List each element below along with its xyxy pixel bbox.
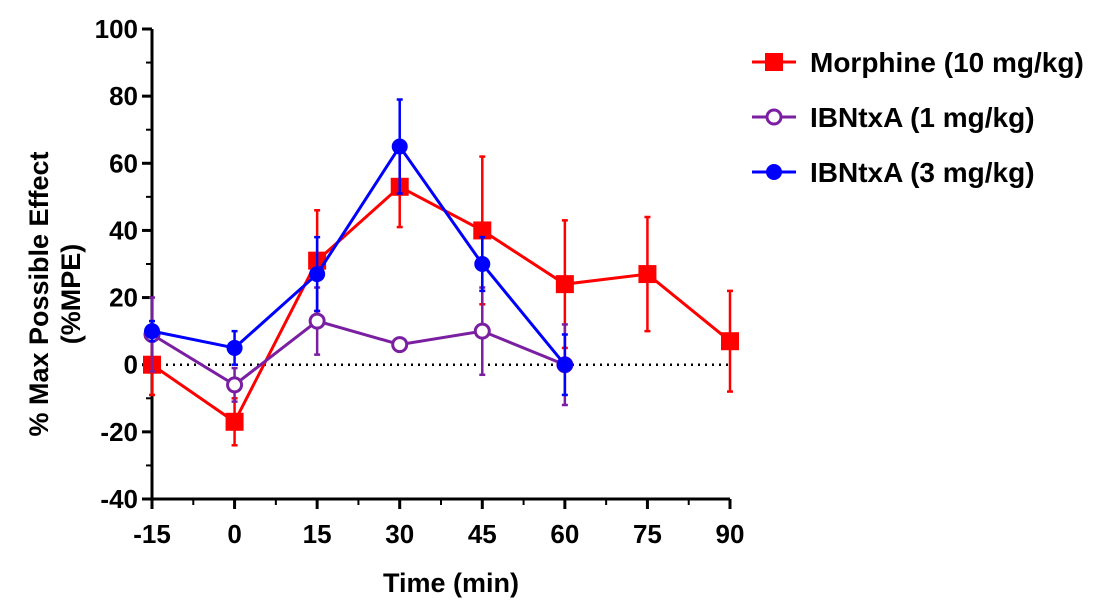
- legend-label: IBNtxA (3 mg/kg): [810, 157, 1035, 188]
- legend-label: IBNtxA (1 mg/kg): [810, 102, 1035, 133]
- legend-marker: [765, 53, 783, 71]
- legend: Morphine (10 mg/kg) IBNtxA (1 mg/kg) IBNtx…: [752, 47, 1084, 188]
- legend-item-2: IBNtxA (3 mg/kg): [752, 157, 1035, 188]
- y-tick-label: -20: [100, 417, 138, 447]
- x-tick-label: -15: [133, 519, 171, 549]
- y-tick-label: -40: [100, 484, 138, 514]
- legend-item-1: IBNtxA (1 mg/kg): [752, 102, 1035, 133]
- series-2: [144, 98, 573, 397]
- data-point: [473, 322, 491, 340]
- data-point: [555, 275, 574, 294]
- x-tick-label: 45: [468, 519, 497, 549]
- data-point: [308, 312, 326, 330]
- y-tick-label: 100: [95, 14, 138, 44]
- y-tick-label: 60: [109, 148, 138, 178]
- data-point: [226, 376, 244, 394]
- y-axis-label-line1: % Max Possible Effect: [24, 151, 54, 436]
- y-axis-label: % Max Possible Effect (%MPE): [24, 151, 86, 436]
- legend-item-0: Morphine (10 mg/kg): [752, 47, 1084, 78]
- data-point: [638, 265, 657, 284]
- series-line: [151, 143, 567, 366]
- data-point: [309, 266, 326, 283]
- data-point: [391, 138, 408, 155]
- y-tick-label: 20: [109, 283, 138, 313]
- y-tick-label: 0: [124, 350, 138, 380]
- data-point: [144, 323, 160, 340]
- data-point: [473, 221, 492, 240]
- y-tick-label: 80: [109, 81, 138, 111]
- x-tick-label: 30: [385, 519, 414, 549]
- data-point: [721, 332, 739, 351]
- x-tick-label: 15: [303, 519, 332, 549]
- data-point: [474, 256, 491, 272]
- axes: -40 -20 0 20 40 60 80 100 -15 0 15 30 45 60 75 90: [95, 14, 745, 549]
- y-axis-label-line2: (%MPE): [56, 244, 86, 345]
- x-axis-ticks: -15 0 15 30 45 60 75 90: [133, 499, 744, 549]
- series-layer: [143, 98, 739, 447]
- x-tick-label: 60: [550, 519, 579, 549]
- data-point: [556, 356, 573, 373]
- y-tick-label: 40: [109, 215, 138, 245]
- series-line: [151, 319, 566, 387]
- x-tick-label: 90: [716, 519, 745, 549]
- legend-marker: [765, 108, 783, 126]
- series-line: [151, 184, 731, 424]
- legend-label: Morphine (10 mg/kg): [810, 47, 1084, 78]
- x-tick-label: 75: [633, 519, 662, 549]
- legend-marker: [766, 164, 782, 180]
- data-point: [226, 339, 243, 356]
- x-axis-label: Time (min): [383, 568, 519, 598]
- data-point: [225, 412, 244, 431]
- x-tick-label: 0: [227, 519, 241, 549]
- data-point: [391, 336, 409, 354]
- y-axis-ticks: -40 -20 0 20 40 60 80 100: [95, 14, 152, 514]
- series-1: [143, 286, 574, 407]
